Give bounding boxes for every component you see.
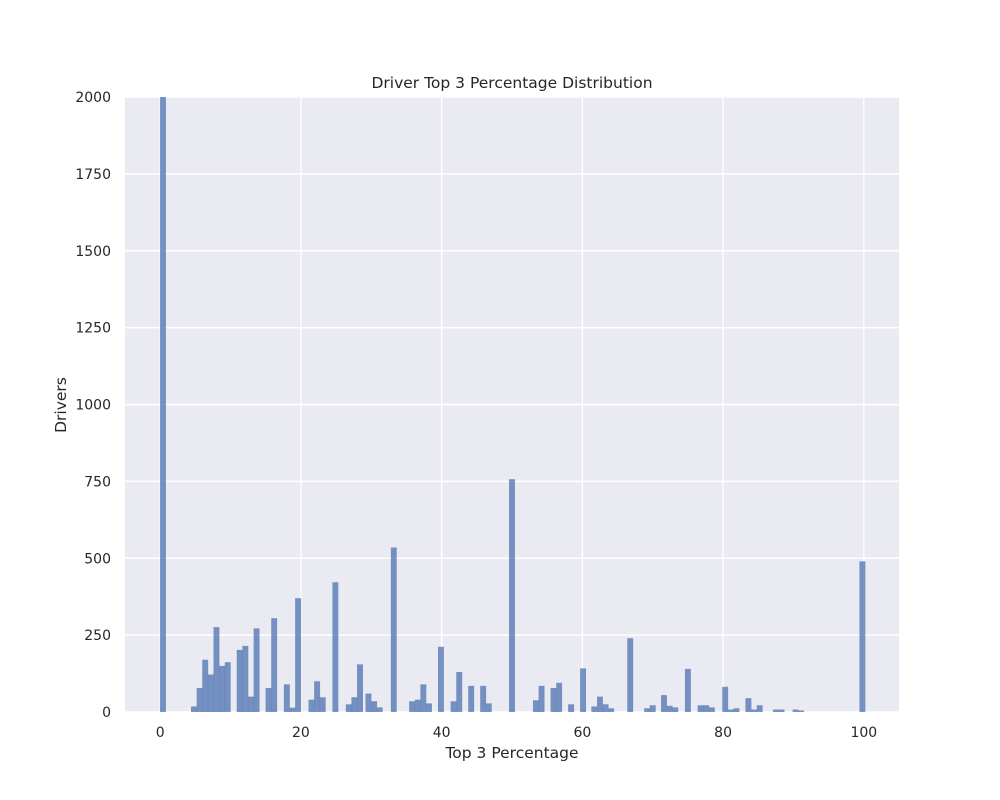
y-tick-label: 250	[84, 628, 111, 644]
bar	[213, 627, 220, 712]
bar	[722, 686, 729, 712]
bar	[314, 681, 321, 712]
bar	[357, 664, 363, 712]
bar	[568, 704, 575, 712]
bar	[253, 628, 260, 712]
bar	[248, 696, 254, 713]
bar	[351, 697, 358, 712]
bar	[485, 703, 492, 712]
bar	[627, 638, 634, 712]
bar	[426, 703, 432, 712]
bar	[409, 701, 416, 712]
bar	[556, 682, 563, 712]
bar	[437, 646, 444, 712]
bar	[509, 479, 515, 712]
x-tick-label: 0	[156, 725, 165, 741]
chart-title: Driver Top 3 Percentage Distribution	[371, 74, 652, 92]
bar	[160, 97, 166, 712]
bar	[289, 707, 296, 712]
bar	[756, 705, 763, 712]
bar	[666, 705, 673, 712]
bar	[697, 705, 704, 712]
x-tick-label: 40	[433, 725, 451, 741]
y-tick-label: 0	[102, 705, 111, 721]
bar	[371, 701, 378, 712]
bar	[456, 672, 463, 712]
bar	[191, 706, 197, 712]
x-tick-label: 80	[714, 725, 732, 741]
x-tick-label: 60	[573, 725, 591, 741]
bar	[597, 696, 603, 713]
y-tick-label: 1500	[75, 244, 111, 260]
x-tick-labels: 0 20 40 60 80 100	[156, 725, 877, 741]
x-tick-label: 20	[292, 725, 310, 741]
bar	[672, 707, 679, 712]
y-tick-labels: 0 250 500 750 1000 1250 1500 1750 2000	[75, 90, 111, 721]
bar	[703, 705, 710, 712]
bar	[649, 705, 656, 712]
bar	[580, 668, 587, 712]
bar	[751, 709, 758, 712]
x-axis-label: Top 3 Percentage	[444, 744, 578, 762]
bar	[778, 709, 785, 712]
bar	[265, 688, 272, 712]
bar	[538, 685, 545, 712]
bar	[414, 699, 421, 712]
y-tick-label: 2000	[75, 90, 111, 106]
bar	[236, 649, 243, 712]
bar	[468, 685, 475, 712]
y-tick-label: 1000	[75, 398, 111, 414]
bar	[727, 709, 734, 712]
bar	[644, 708, 651, 712]
y-tick-label: 1250	[75, 321, 111, 337]
bar	[283, 684, 290, 712]
bar	[859, 561, 866, 712]
bar	[390, 547, 397, 712]
bar	[532, 700, 539, 712]
bar	[792, 709, 799, 712]
bar	[271, 618, 278, 712]
bar	[319, 697, 326, 712]
bar	[219, 665, 226, 713]
bar	[661, 695, 667, 712]
bar	[745, 698, 752, 712]
bar	[480, 685, 487, 712]
bar	[224, 662, 231, 712]
bar	[591, 706, 598, 712]
bars	[160, 97, 866, 713]
bar	[450, 701, 457, 712]
y-tick-label: 750	[84, 474, 111, 490]
x-tick-label: 100	[850, 725, 877, 741]
bar	[376, 707, 383, 712]
bar	[207, 674, 214, 712]
bar	[332, 582, 339, 712]
bar	[345, 704, 352, 712]
bar	[202, 659, 209, 712]
bar	[365, 693, 372, 712]
bar	[608, 708, 615, 712]
bar	[772, 709, 779, 712]
bar	[708, 707, 715, 712]
bar	[420, 684, 427, 712]
y-tick-label: 500	[84, 551, 111, 567]
bar	[295, 598, 302, 712]
bar	[733, 708, 740, 712]
bar	[684, 668, 691, 712]
bar	[242, 645, 249, 712]
bar	[196, 688, 203, 712]
bar	[602, 704, 609, 712]
bar	[798, 710, 805, 712]
y-axis-label: Drivers	[52, 377, 70, 433]
bar	[550, 688, 557, 712]
y-tick-label: 1750	[75, 167, 111, 183]
bar	[308, 699, 315, 712]
